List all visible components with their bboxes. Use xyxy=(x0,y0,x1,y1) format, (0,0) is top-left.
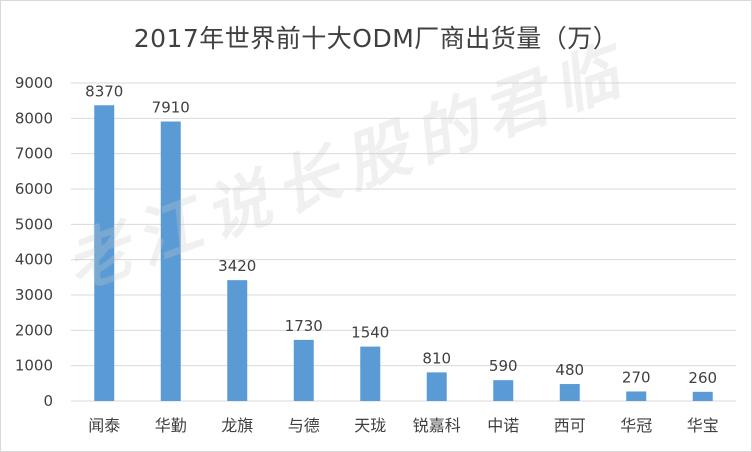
x-tick-label: 锐嘉科 xyxy=(413,416,461,435)
gridlines xyxy=(71,82,736,402)
bar xyxy=(94,105,115,401)
y-tick-label: 3000 xyxy=(15,286,53,304)
x-tick-label: 华勤 xyxy=(155,416,187,435)
y-tick-label: 5000 xyxy=(15,215,53,233)
x-tick-label: 闻泰 xyxy=(88,416,120,435)
x-tick-label: 天珑 xyxy=(354,416,386,435)
data-label: 480 xyxy=(555,361,584,379)
x-tick-label: 与德 xyxy=(288,416,320,435)
y-tick-label: 1000 xyxy=(15,357,53,375)
x-tick-label: 龙旗 xyxy=(221,416,253,435)
bars xyxy=(94,105,713,401)
x-axis-ticks: 闻泰 华勤 龙旗 与德 天珑 锐嘉科 中诺 西可 华冠 华宝 xyxy=(88,416,719,435)
data-label: 7910 xyxy=(152,99,190,117)
x-tick-label: 华冠 xyxy=(620,416,652,435)
data-label: 3420 xyxy=(218,257,256,275)
x-tick-label: 华宝 xyxy=(687,416,719,435)
data-labels: 8370 7910 3420 1730 1540 810 590 480 270 260 xyxy=(85,82,717,387)
y-tick-label: 7000 xyxy=(15,145,53,163)
data-label: 1540 xyxy=(351,324,389,342)
x-tick-label: 西可 xyxy=(554,416,586,435)
data-label: 8370 xyxy=(85,82,123,100)
data-label: 590 xyxy=(489,357,518,375)
y-tick-label: 6000 xyxy=(15,180,53,198)
data-label: 270 xyxy=(622,368,651,386)
y-tick-label: 9000 xyxy=(15,74,53,92)
bar xyxy=(559,384,580,401)
bar xyxy=(360,346,381,401)
bar xyxy=(293,339,314,401)
y-tick-label: 0 xyxy=(43,392,53,410)
bar xyxy=(493,380,514,401)
bar xyxy=(227,280,248,401)
data-label: 1730 xyxy=(285,317,323,335)
data-label: 260 xyxy=(688,369,717,387)
x-tick-label: 中诺 xyxy=(487,416,519,435)
data-label: 810 xyxy=(422,349,451,367)
y-tick-label: 8000 xyxy=(15,109,53,127)
y-axis-ticks: 0 1000 2000 3000 4000 5000 6000 7000 8000 9000 xyxy=(15,74,53,410)
bar xyxy=(626,391,647,401)
bar xyxy=(160,121,181,401)
y-tick-label: 4000 xyxy=(15,251,53,269)
bar xyxy=(692,391,713,401)
y-tick-label: 2000 xyxy=(15,321,53,339)
bar xyxy=(426,372,447,401)
chart-title: 2017年世界前十大ODM厂商出货量（万） xyxy=(133,24,619,53)
